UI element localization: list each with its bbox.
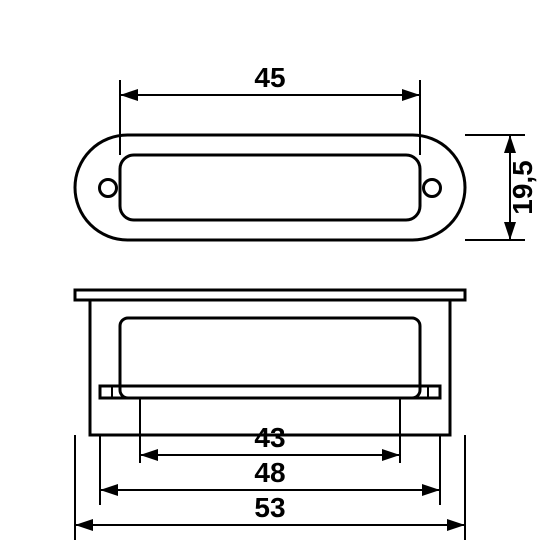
dim-label: 48: [254, 457, 285, 488]
dim-label: 53: [254, 492, 285, 523]
dim-label: 45: [254, 62, 285, 93]
dim-label: 19,5: [507, 160, 538, 215]
dim-label: 43: [254, 422, 285, 453]
